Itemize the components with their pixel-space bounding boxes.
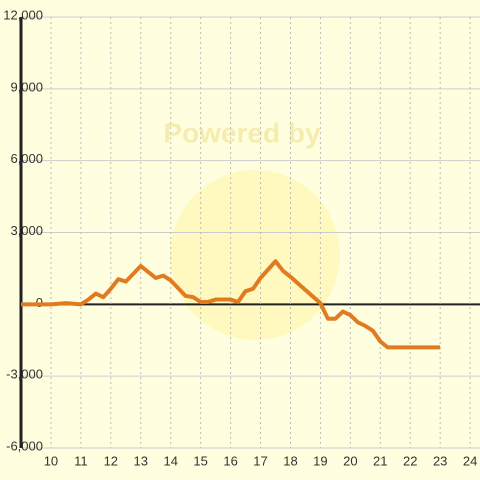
y-tick-label: 0 [36, 295, 43, 310]
y-tick-label: 6,000 [10, 151, 43, 166]
watermark-logo [170, 170, 340, 340]
x-tick-label: 20 [343, 453, 357, 468]
y-tick-label: 12,000 [3, 7, 43, 22]
x-tick-label: 12 [104, 453, 118, 468]
y-tick-label: 3,000 [10, 223, 43, 238]
x-tick-label: 17 [253, 453, 267, 468]
x-tick-label: 11 [74, 453, 88, 468]
x-tick-label: 24 [463, 453, 477, 468]
x-tick-label: 22 [403, 453, 417, 468]
x-tick-label: 14 [163, 453, 177, 468]
x-tick-label: 10 [44, 453, 58, 468]
y-tick-label: 9,000 [10, 79, 43, 94]
y-tick-label: -3,000 [6, 367, 43, 382]
watermark: Powered by [163, 117, 321, 148]
y-tick-label: -6,000 [6, 438, 43, 453]
x-tick-label: 18 [283, 453, 297, 468]
x-tick-label: 23 [433, 453, 447, 468]
x-tick-label: 21 [373, 453, 387, 468]
line [21, 259, 441, 350]
x-tick-label: 13 [134, 453, 148, 468]
x-tick-label: 19 [313, 453, 327, 468]
x-tick-label: 16 [223, 453, 237, 468]
x-tick-label: 15 [193, 453, 207, 468]
